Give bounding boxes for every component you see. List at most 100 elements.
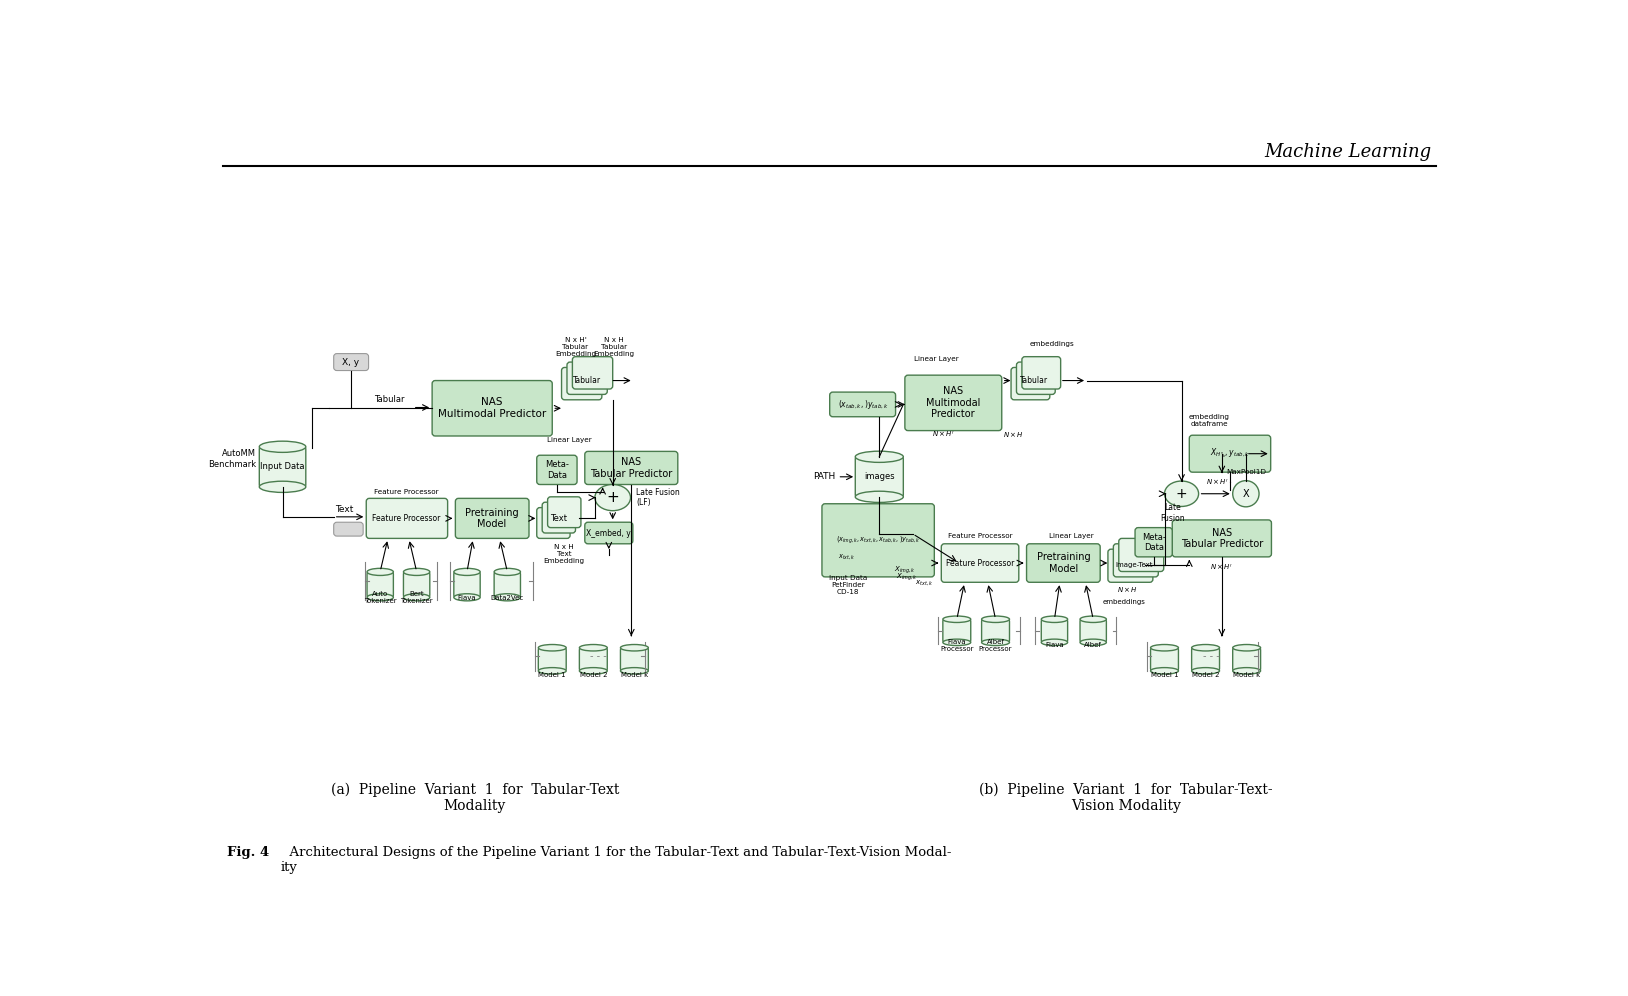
Ellipse shape — [1232, 644, 1260, 651]
Ellipse shape — [1192, 644, 1219, 651]
FancyBboxPatch shape — [1016, 363, 1055, 394]
Text: Model k: Model k — [620, 672, 648, 678]
Text: images: images — [864, 472, 895, 481]
Ellipse shape — [539, 667, 567, 674]
Text: - - -: - - - — [591, 651, 607, 661]
Text: $X_{H''_{k}}, y_{tab,k}$: $X_{H''_{k}}, y_{tab,k}$ — [1210, 447, 1250, 460]
Ellipse shape — [404, 594, 430, 601]
Text: $N \times H'$: $N \times H'$ — [1206, 477, 1229, 487]
Text: Model k: Model k — [1232, 672, 1260, 678]
Circle shape — [1232, 481, 1258, 507]
FancyBboxPatch shape — [334, 522, 363, 536]
Text: Data2Vec: Data2Vec — [490, 595, 524, 601]
Text: Late
Fusion: Late Fusion — [1159, 503, 1185, 523]
FancyBboxPatch shape — [584, 522, 633, 544]
FancyBboxPatch shape — [1190, 435, 1271, 472]
Text: Albef
Processor: Albef Processor — [978, 638, 1013, 652]
Text: Tabular: Tabular — [374, 395, 405, 404]
Text: X: X — [1242, 489, 1249, 499]
FancyBboxPatch shape — [1027, 544, 1101, 583]
Ellipse shape — [594, 484, 630, 511]
FancyBboxPatch shape — [580, 647, 607, 671]
FancyBboxPatch shape — [1042, 620, 1068, 642]
FancyBboxPatch shape — [547, 497, 581, 528]
Text: Linear Layer: Linear Layer — [547, 437, 591, 443]
FancyBboxPatch shape — [537, 508, 570, 539]
FancyBboxPatch shape — [982, 620, 1009, 642]
Ellipse shape — [259, 441, 306, 452]
Text: Model 1: Model 1 — [539, 672, 567, 678]
Ellipse shape — [580, 644, 607, 651]
Text: N x H'
Tabular
Embedding: N x H' Tabular Embedding — [555, 338, 596, 358]
FancyBboxPatch shape — [1232, 647, 1260, 671]
FancyBboxPatch shape — [1079, 620, 1107, 642]
FancyBboxPatch shape — [562, 368, 602, 399]
Text: Model 2: Model 2 — [1192, 672, 1219, 678]
Text: Text: Text — [550, 514, 567, 523]
Text: Meta-
Data: Meta- Data — [1141, 533, 1166, 552]
Text: embeddings: embeddings — [1031, 341, 1074, 347]
Ellipse shape — [620, 644, 648, 651]
FancyBboxPatch shape — [1022, 357, 1061, 389]
Text: +: + — [606, 490, 619, 505]
Text: Albef: Albef — [1084, 642, 1102, 648]
Ellipse shape — [454, 569, 480, 576]
Ellipse shape — [366, 569, 394, 576]
Ellipse shape — [855, 491, 904, 502]
Text: AutoMM
Benchmark: AutoMM Benchmark — [208, 449, 256, 469]
Text: Feature Processor: Feature Processor — [947, 533, 1013, 539]
Text: Tabular: Tabular — [573, 376, 601, 385]
Text: Pretraining
Model: Pretraining Model — [1037, 552, 1091, 574]
Ellipse shape — [1042, 616, 1068, 622]
Text: (b)  Pipeline  Variant  1  for  Tabular-Text-
Vision Modality: (b) Pipeline Variant 1 for Tabular-Text-… — [978, 783, 1273, 813]
Text: X_embed, y: X_embed, y — [586, 529, 632, 538]
Text: Late Fusion
(LF): Late Fusion (LF) — [637, 488, 681, 507]
FancyBboxPatch shape — [584, 451, 677, 484]
Ellipse shape — [1042, 639, 1068, 645]
Text: $N \times H$: $N \times H$ — [1003, 430, 1024, 439]
Ellipse shape — [982, 616, 1009, 622]
Text: $X_{img,k}$: $X_{img,k}$ — [894, 565, 917, 577]
Text: Fig. 4: Fig. 4 — [226, 847, 269, 860]
FancyBboxPatch shape — [454, 572, 480, 598]
Text: NAS
Tabular Predictor: NAS Tabular Predictor — [591, 457, 672, 479]
FancyBboxPatch shape — [620, 647, 648, 671]
Text: $N \times H'$: $N \times H'$ — [1211, 562, 1234, 572]
FancyBboxPatch shape — [1109, 549, 1153, 583]
Text: N x H
Tabular
Embedding: N x H Tabular Embedding — [594, 338, 635, 358]
Ellipse shape — [855, 451, 904, 462]
Ellipse shape — [1192, 667, 1219, 674]
FancyBboxPatch shape — [1172, 520, 1271, 557]
Ellipse shape — [943, 616, 970, 622]
FancyBboxPatch shape — [495, 572, 521, 598]
Text: Input Data: Input Data — [260, 462, 304, 471]
Ellipse shape — [1164, 481, 1198, 506]
FancyBboxPatch shape — [404, 572, 430, 598]
Text: Flava
Processor: Flava Processor — [939, 638, 974, 652]
FancyBboxPatch shape — [855, 457, 904, 497]
Ellipse shape — [259, 481, 306, 492]
Text: NAS
Multimodal
Predictor: NAS Multimodal Predictor — [926, 386, 980, 419]
FancyBboxPatch shape — [366, 498, 448, 539]
FancyBboxPatch shape — [943, 620, 970, 642]
Text: Flava: Flava — [1045, 642, 1063, 648]
FancyBboxPatch shape — [259, 447, 306, 487]
Ellipse shape — [366, 594, 394, 601]
Text: $N \times H$: $N \times H$ — [1117, 586, 1138, 595]
Text: Feature Processor: Feature Processor — [373, 514, 441, 523]
FancyBboxPatch shape — [537, 455, 576, 484]
Text: Auto
Tokenizer: Auto Tokenizer — [365, 592, 397, 605]
FancyBboxPatch shape — [1118, 539, 1164, 572]
Ellipse shape — [1151, 667, 1179, 674]
Text: Image-Text: Image-Text — [1115, 562, 1153, 568]
FancyBboxPatch shape — [366, 572, 394, 598]
Text: Architectural Designs of the Pipeline Variant 1 for the Tabular-Text and Tabular: Architectural Designs of the Pipeline Va… — [282, 847, 951, 874]
FancyBboxPatch shape — [542, 502, 576, 533]
FancyBboxPatch shape — [456, 498, 529, 539]
FancyBboxPatch shape — [1192, 647, 1219, 671]
Text: Model 2: Model 2 — [580, 672, 607, 678]
Text: MaxPool1D: MaxPool1D — [1226, 469, 1267, 475]
Text: Model 1: Model 1 — [1151, 672, 1179, 678]
Text: $(x_{tab,k},)y_{tab,k}$: $(x_{tab,k},)y_{tab,k}$ — [838, 398, 889, 410]
FancyBboxPatch shape — [567, 363, 607, 394]
